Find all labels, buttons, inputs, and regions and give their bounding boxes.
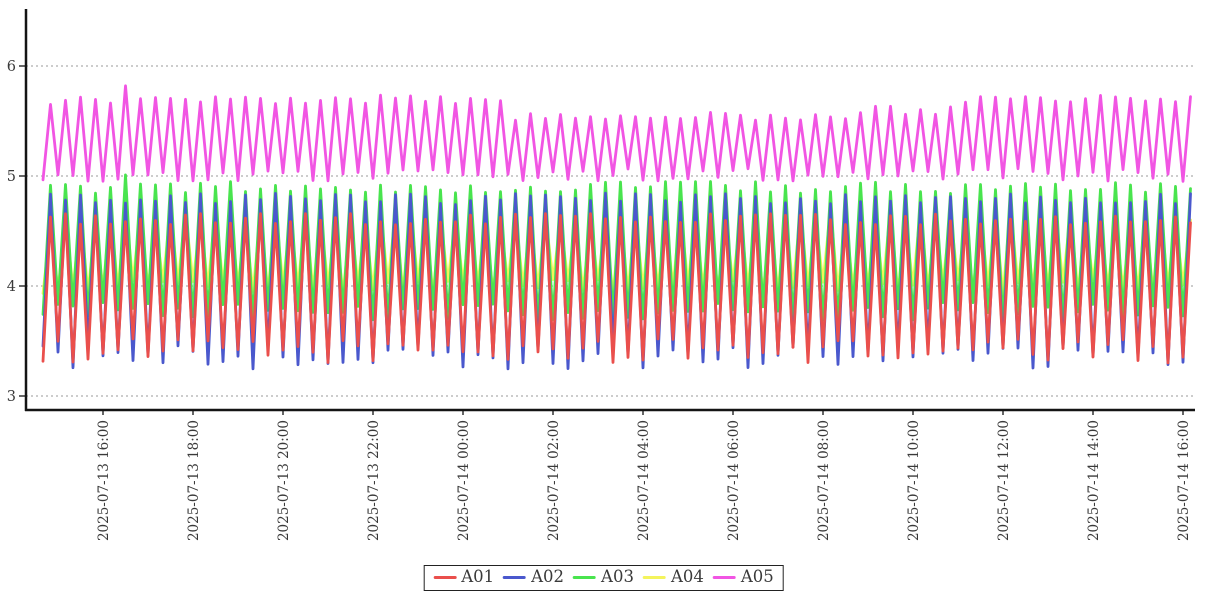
legend-label: A02 [531,567,565,586]
x-tick-label: 2025-07-13 18:00 [186,420,202,541]
x-tick-label: 2025-07-14 06:00 [726,420,742,541]
legend-label: A05 [740,567,774,586]
series-line-a01 [41,212,1192,365]
legend-swatch-a03 [573,575,597,579]
legend-item-a04: A04 [642,567,704,586]
x-tick-label: 2025-07-13 22:00 [366,420,382,541]
x-tick-label: 2025-07-13 16:00 [96,420,112,541]
series-line-a05 [41,84,1192,183]
x-tick-label: 2025-07-14 14:00 [1086,420,1102,541]
legend-label: A03 [601,567,634,586]
x-tick-label: 2025-07-14 12:00 [996,420,1012,541]
legend-swatch-a05 [712,575,736,579]
x-tick-label: 2025-07-14 02:00 [546,420,562,541]
y-tick-label: 4 [7,279,16,295]
legend-swatch-a01 [433,575,457,579]
legend: A01 A02 A03 A04 A05 [423,565,784,591]
x-tick-label: 2025-07-14 00:00 [456,420,472,541]
legend-label: A01 [461,567,495,586]
x-tick-label: 2025-07-13 20:00 [276,420,292,541]
legend-swatch-a02 [503,575,527,579]
legend-item-a05: A05 [712,567,774,586]
legend-label: A04 [670,567,704,586]
y-tick-label: 5 [7,169,16,185]
y-tick-label: 6 [7,59,16,75]
legend-item-a01: A01 [433,567,495,586]
legend-item-a02: A02 [503,567,565,586]
x-tick-label: 2025-07-14 04:00 [636,420,652,541]
y-tick-label: 3 [7,389,16,405]
legend-swatch-a04 [642,575,666,579]
x-tick-label: 2025-07-14 16:00 [1176,420,1192,541]
x-tick-label: 2025-07-14 08:00 [816,420,832,541]
x-tick-label: 2025-07-14 10:00 [906,420,922,541]
legend-item-a03: A03 [573,567,634,586]
